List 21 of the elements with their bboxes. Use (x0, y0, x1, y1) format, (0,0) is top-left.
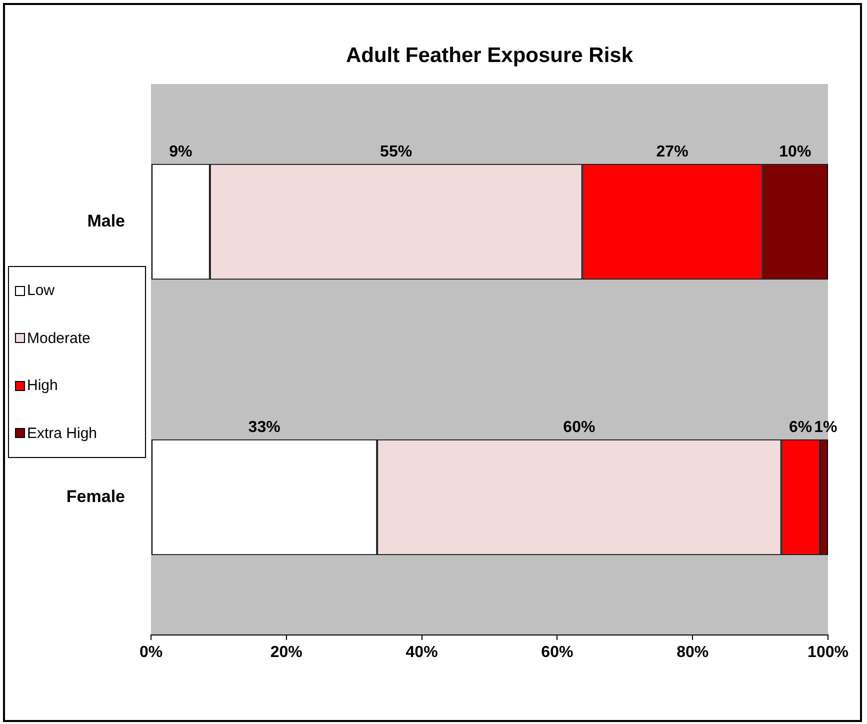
legend-label: Moderate (27, 330, 90, 347)
x-tick-label: 100% (808, 644, 848, 662)
x-tick-label: 80% (676, 644, 709, 662)
data-label: 55% (380, 143, 412, 160)
x-tick-label: 20% (270, 644, 302, 662)
x-tick-label: 40% (406, 644, 438, 662)
legend-label: High (27, 377, 58, 394)
data-label: 33% (248, 418, 280, 436)
data-label: 10% (779, 143, 812, 160)
data-label: 1% (814, 418, 838, 436)
chart-title: Adult Feather Exposure Risk (344, 44, 634, 68)
data-label: 6% (789, 418, 812, 436)
y-tick-label: Female (66, 486, 125, 506)
legend-label: Low (27, 282, 55, 300)
x-tick-label: 0% (139, 644, 163, 662)
x-tick-label: 60% (541, 644, 574, 662)
data-label: 27% (656, 143, 688, 160)
y-tick-label: Male (87, 211, 125, 230)
data-label: 9% (169, 143, 192, 160)
legend-label: Extra High (27, 424, 98, 442)
data-label: 60% (563, 418, 596, 436)
